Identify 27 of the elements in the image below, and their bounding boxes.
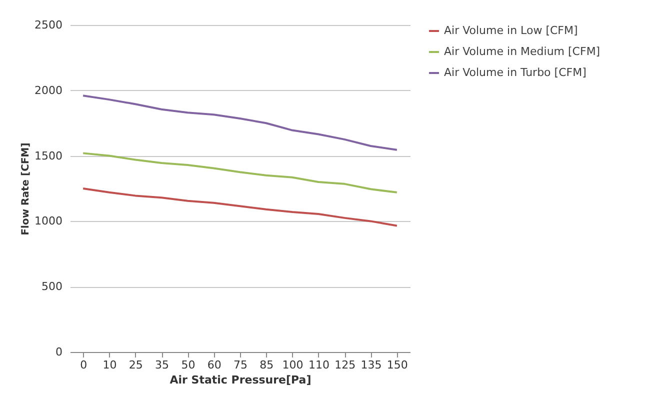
line-series	[82, 152, 398, 194]
x-tick-label: 135	[360, 358, 382, 372]
x-tick-label: 25	[128, 358, 143, 372]
y-tick-label: 2500	[34, 18, 62, 32]
x-tick-label: 60	[207, 358, 222, 372]
legend-label: Air Volume in Low [CFM]	[444, 24, 578, 37]
x-tick-label: 75	[234, 358, 248, 372]
legend-label: Air Volume in Medium [CFM]	[444, 45, 600, 58]
x-tick-label: 150	[386, 358, 408, 372]
y-tick-label: 2000	[34, 84, 62, 97]
line-series	[82, 94, 398, 151]
y-tick-label: 500	[42, 280, 62, 294]
x-tick-label: 10	[102, 358, 117, 372]
y-tick-label: 1500	[34, 149, 62, 162]
x-axis-title: Air Static Pressure[Pa]	[170, 374, 312, 386]
x-tick-label: 35	[155, 358, 170, 372]
y-axis-title: Flow Rate [CFM]	[20, 142, 32, 236]
x-tick-label: 125	[334, 358, 356, 372]
x-tick-label: 50	[181, 358, 196, 372]
x-tick-label: 110	[308, 358, 330, 372]
x-tick-label: 85	[260, 358, 274, 372]
y-tick-label: 1000	[34, 214, 62, 228]
x-tick-label: 0	[80, 358, 88, 372]
x-tick-label: 100	[282, 358, 304, 372]
legend-label: Air Volume in Turbo [CFM]	[444, 66, 586, 79]
line-series	[82, 188, 398, 227]
y-tick-label: 0	[56, 346, 62, 358]
